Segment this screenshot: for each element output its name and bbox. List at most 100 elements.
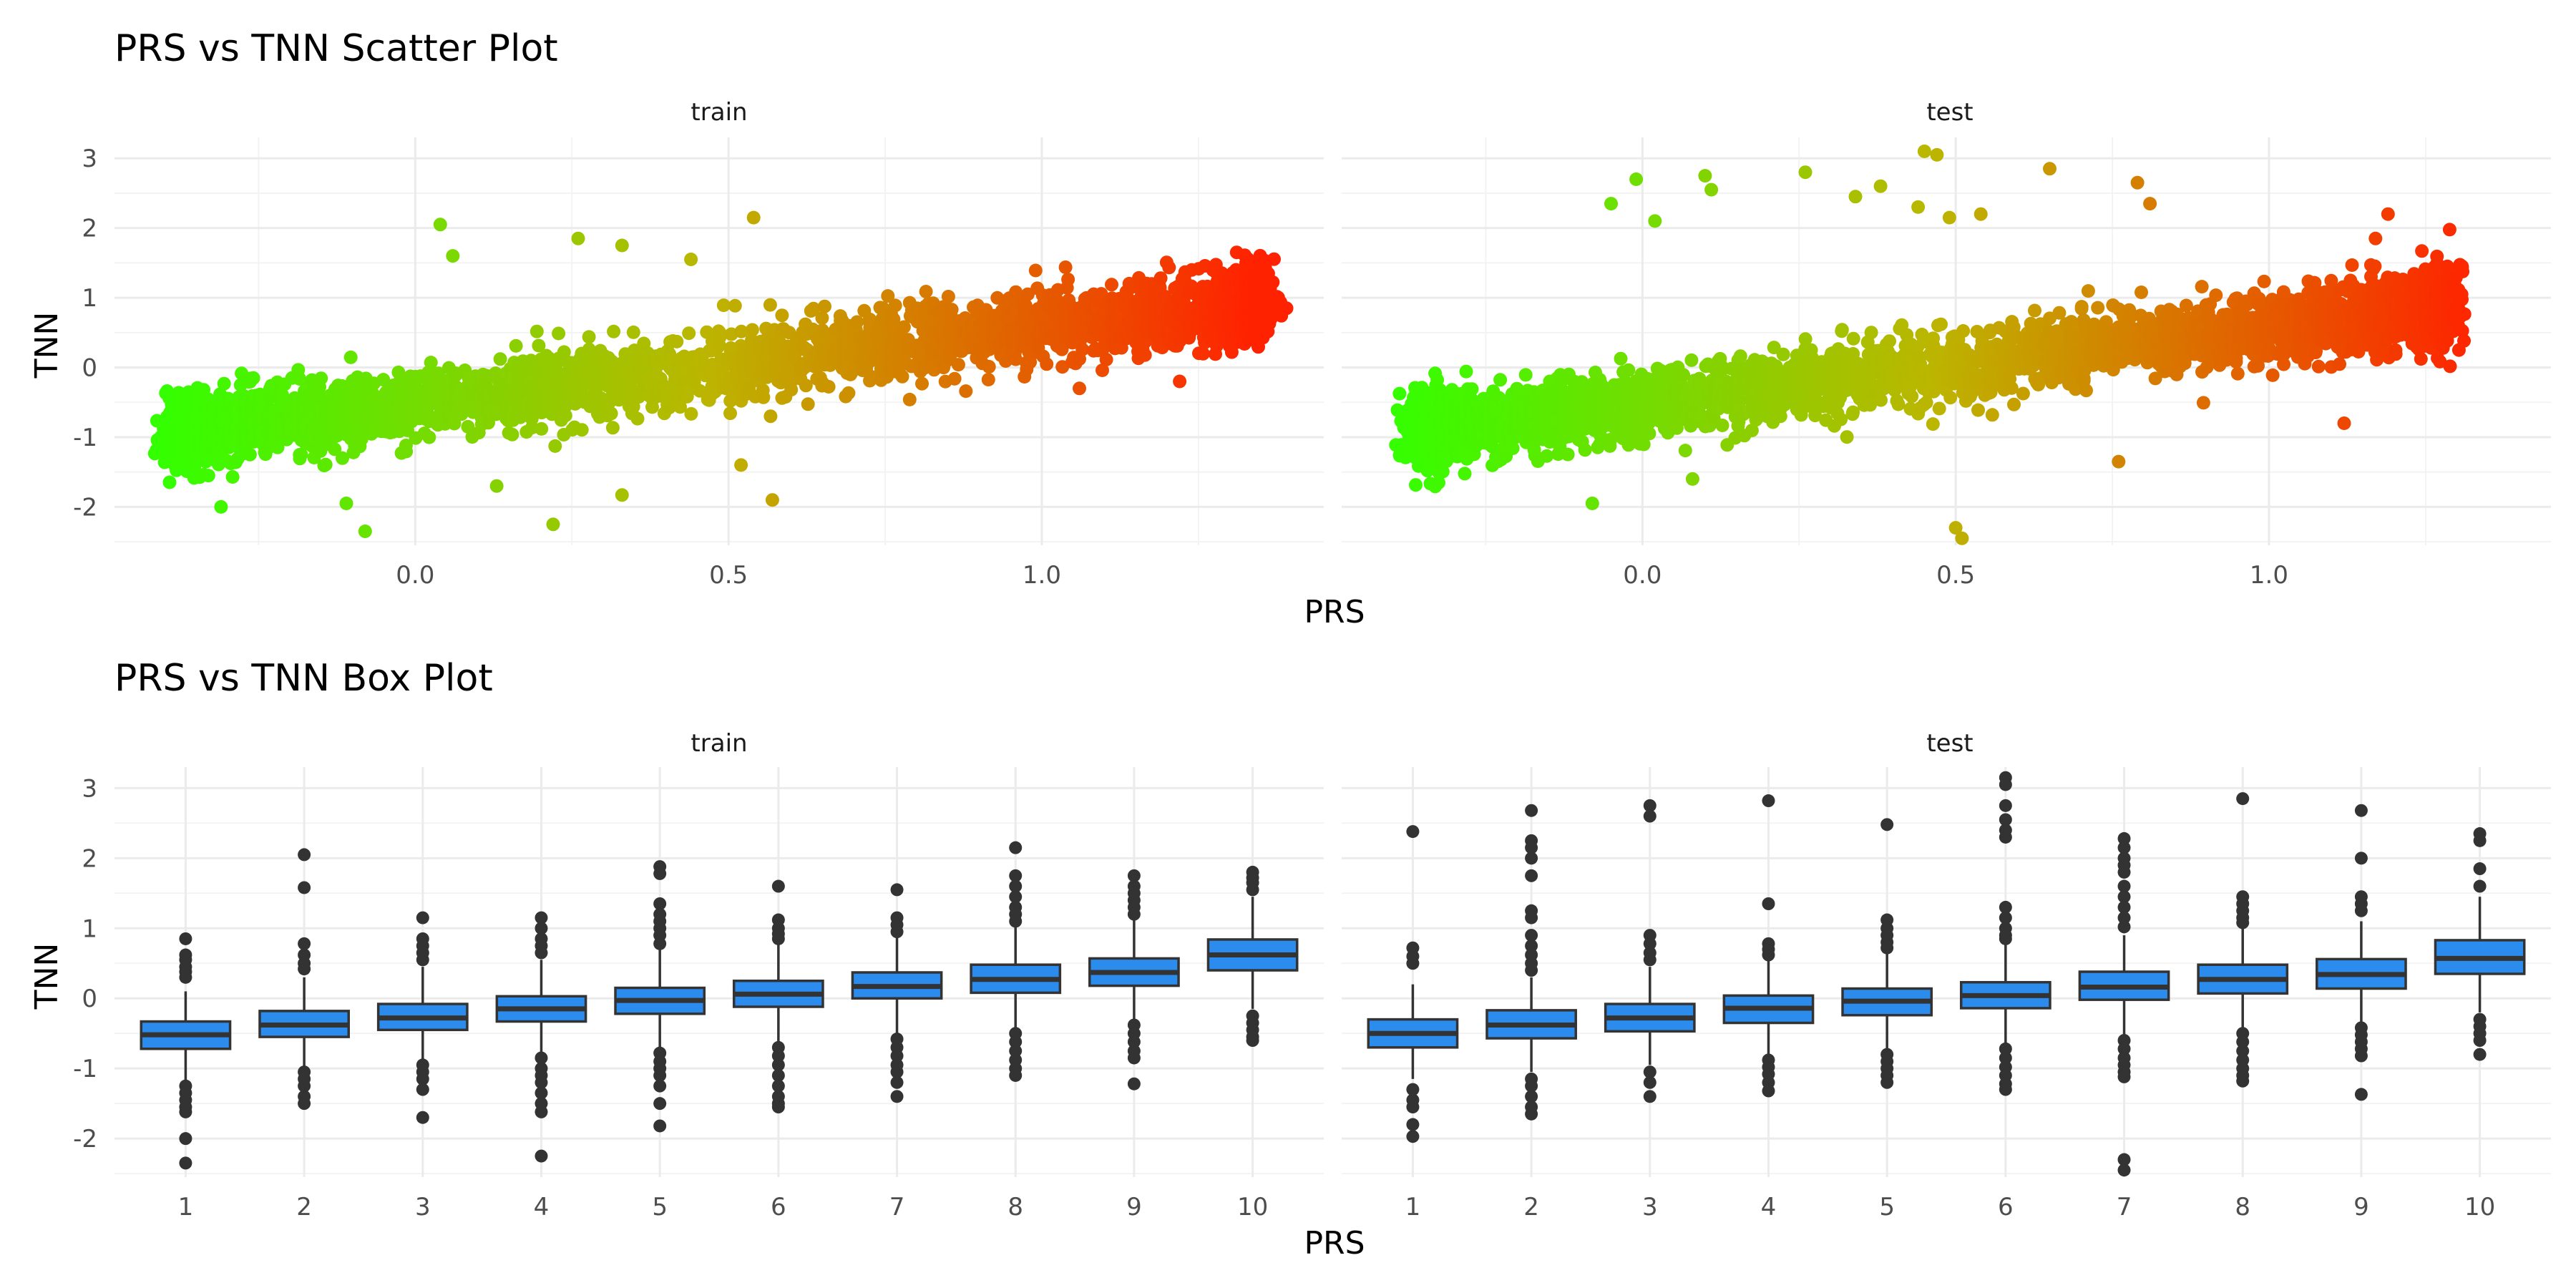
scatter-point xyxy=(1883,334,1896,348)
box-title: PRS vs TNN Box Plot xyxy=(114,657,493,700)
scatter-point xyxy=(1848,190,1863,204)
scatter-point xyxy=(1040,357,1054,371)
scatter-point xyxy=(246,371,260,385)
scatter-point xyxy=(1266,275,1280,289)
scatter-point xyxy=(1518,368,1533,382)
scatter-point xyxy=(630,411,645,426)
x-tick-label: 0.0 xyxy=(396,561,434,590)
scatter-point xyxy=(493,352,507,366)
x-tick-label: 1.0 xyxy=(1023,561,1061,590)
scatter-point xyxy=(376,373,391,387)
scatter-point xyxy=(818,299,831,313)
scatter-point xyxy=(821,380,836,394)
scatter-point xyxy=(801,397,815,411)
scatter-point xyxy=(746,210,761,225)
scatter-point xyxy=(784,383,799,397)
scatter-point xyxy=(1930,147,1944,162)
scatter-point xyxy=(1458,467,1472,481)
scatter-point xyxy=(1614,351,1628,366)
scatter-point xyxy=(1642,426,1657,441)
scatter-point xyxy=(318,457,333,472)
scatter-point xyxy=(446,249,460,263)
scatter-point xyxy=(981,373,995,386)
scatter-point xyxy=(763,409,778,424)
scatter-point xyxy=(1926,417,1940,431)
scatter-point xyxy=(328,442,342,457)
scatter-point xyxy=(509,338,523,353)
scatter-point xyxy=(1585,497,1599,510)
scatter-point xyxy=(615,238,629,253)
scatter-point xyxy=(626,325,640,339)
scatter-point xyxy=(1864,326,1878,340)
scatter-point xyxy=(605,421,620,435)
scatter-point xyxy=(1493,373,1508,387)
scatter-point xyxy=(1162,260,1176,275)
scatter-point xyxy=(1917,145,1931,158)
scatter-point xyxy=(571,231,585,245)
scatter-point xyxy=(1267,252,1281,266)
scatter-point xyxy=(1684,353,1699,367)
scatter-point xyxy=(1138,348,1152,362)
scatter-point xyxy=(1798,165,1813,180)
scatter-point xyxy=(1704,182,1719,197)
scatter-point xyxy=(217,376,231,391)
scatter-point xyxy=(684,406,698,421)
scatter-point xyxy=(902,392,917,406)
scatter-point xyxy=(546,517,560,532)
scatter-point xyxy=(399,444,414,459)
scatter-point xyxy=(1943,391,1958,405)
scatter-point xyxy=(552,326,566,341)
scatter-point xyxy=(505,427,519,441)
scatter-point xyxy=(243,447,257,462)
scatter-point xyxy=(1733,349,1747,364)
scatter-title: PRS vs TNN Scatter Plot xyxy=(114,27,558,70)
scatter-point xyxy=(1685,472,1699,486)
scatter-point xyxy=(945,303,959,317)
scatter-point xyxy=(765,493,779,507)
x-tick-label: 1.0 xyxy=(2250,561,2288,590)
scatter-point xyxy=(1153,271,1168,286)
scatter-point xyxy=(756,390,771,404)
x-tick-label: 0.5 xyxy=(1936,561,1975,590)
scatter-point xyxy=(201,469,215,483)
scatter-point xyxy=(604,406,618,421)
scatter-point xyxy=(1773,409,1787,424)
scatter-point xyxy=(841,386,856,400)
scatter-point xyxy=(1905,389,1919,404)
scatter-point xyxy=(1409,478,1423,492)
scatter-point xyxy=(1873,179,1888,193)
scatter-point xyxy=(358,525,372,538)
scatter-panel-test: 0.0 0.5 1.0 xyxy=(1342,137,2551,590)
scatter-point xyxy=(1279,301,1294,316)
scatter-point xyxy=(615,488,629,502)
scatter-point xyxy=(336,451,349,465)
scatter-point xyxy=(1776,347,1790,361)
scatter-point xyxy=(1715,419,1729,432)
y-tick-label: 1 xyxy=(82,284,97,313)
scatter-point xyxy=(1698,169,1712,183)
y-tick-label: -1 xyxy=(73,424,97,452)
scatter-point xyxy=(1834,412,1848,426)
scatter-point xyxy=(343,350,358,364)
scatter-point xyxy=(919,285,933,298)
scatter-point xyxy=(214,499,228,514)
scatter-point xyxy=(670,334,684,348)
scatter-point xyxy=(294,447,308,462)
scatter-point xyxy=(530,324,544,338)
scatter-point xyxy=(1956,324,1971,338)
scatter-point xyxy=(225,470,240,484)
scatter-point xyxy=(1678,444,1692,458)
scatter-point xyxy=(1561,447,1575,462)
scatter-point xyxy=(947,371,962,386)
y-tick-label: -2 xyxy=(73,493,97,522)
scatter-point xyxy=(1061,273,1075,286)
scatter-point xyxy=(1934,317,1948,331)
scatter-point xyxy=(1629,172,1644,186)
scatter-point xyxy=(1911,200,1926,214)
scatter-point xyxy=(959,384,973,399)
y-tick-label: 3 xyxy=(82,145,97,173)
scatter-point xyxy=(1173,374,1187,389)
scatter-point xyxy=(1891,397,1906,411)
